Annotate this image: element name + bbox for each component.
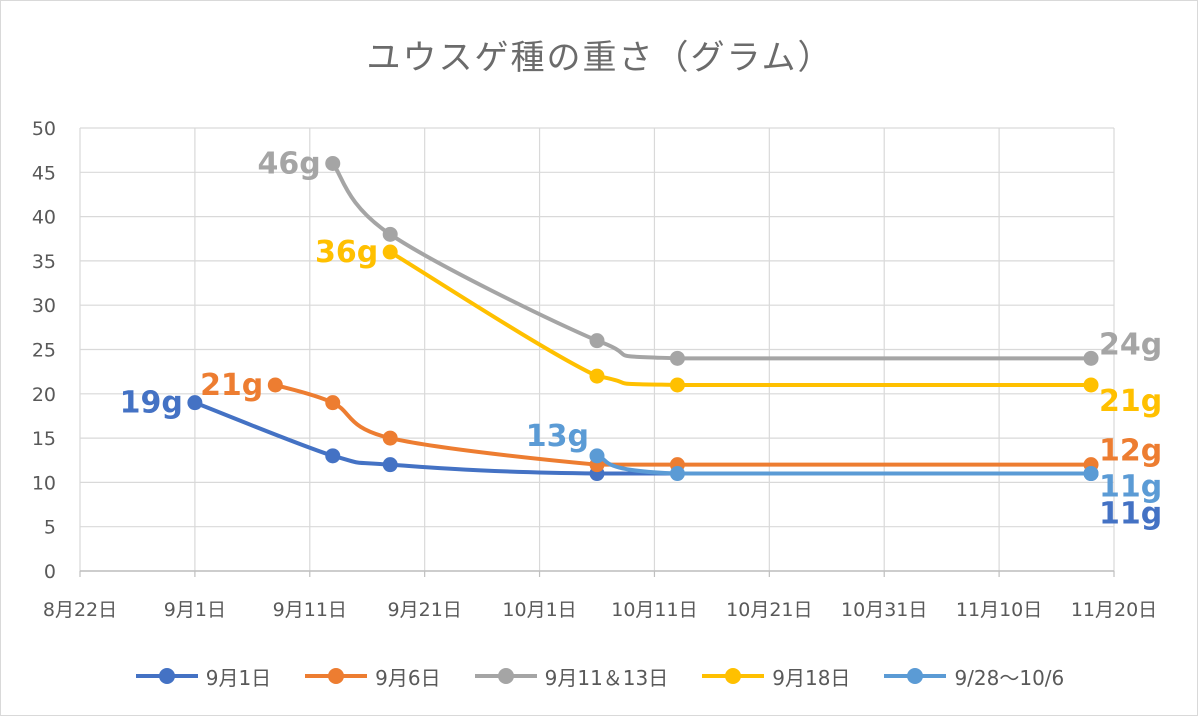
data-point bbox=[382, 430, 398, 446]
x-tick-label: 8月22日 bbox=[43, 599, 117, 621]
data-label: 24g bbox=[1099, 327, 1162, 362]
y-tick-label: 10 bbox=[32, 472, 56, 494]
chart-title: ユウスゲ種の重さ（グラム） bbox=[366, 38, 834, 78]
data-point bbox=[589, 333, 605, 349]
data-label: 46g bbox=[258, 146, 321, 181]
y-tick-label: 25 bbox=[32, 340, 56, 362]
data-point bbox=[325, 448, 341, 464]
series-line bbox=[273, 382, 1094, 467]
data-label: 19g bbox=[120, 386, 183, 421]
chart-legend: 9月1日 9月6日 9月11＆13日 9月18日 9/28〜10/6 bbox=[0, 656, 1200, 696]
data-point bbox=[669, 377, 685, 393]
legend-label: 9月11＆13日 bbox=[544, 665, 669, 690]
x-tick-label: 10月11日 bbox=[611, 599, 697, 621]
series-3 bbox=[325, 155, 1099, 366]
y-tick-label: 5 bbox=[44, 517, 56, 539]
series-4 bbox=[382, 244, 1099, 393]
x-tick-label: 9月11日 bbox=[273, 599, 347, 621]
data-point bbox=[382, 226, 398, 242]
legend-label: 9/28〜10/6 bbox=[954, 665, 1065, 690]
y-tick-label: 0 bbox=[44, 561, 56, 583]
data-label: 13g bbox=[526, 419, 589, 454]
data-point bbox=[1083, 377, 1099, 393]
legend-label: 9月18日 bbox=[772, 665, 851, 690]
y-tick-label: 15 bbox=[32, 428, 56, 450]
x-tick-label: 9月1日 bbox=[164, 599, 226, 621]
legend-item: 9月6日 bbox=[305, 662, 441, 691]
x-tick-label: 11月10日 bbox=[956, 599, 1042, 621]
data-point bbox=[382, 457, 398, 473]
y-tick-label: 45 bbox=[32, 162, 56, 184]
y-tick-label: 50 bbox=[32, 118, 56, 140]
data-label: 11g bbox=[1099, 497, 1162, 532]
legend-marker-icon bbox=[135, 666, 198, 686]
y-tick-label: 30 bbox=[32, 295, 56, 317]
data-point bbox=[325, 155, 341, 171]
data-point bbox=[1083, 466, 1099, 482]
data-point bbox=[669, 466, 685, 482]
y-tick-label: 20 bbox=[32, 384, 56, 406]
data-point bbox=[669, 350, 685, 366]
series-line bbox=[595, 453, 1094, 476]
legend-label: 9月1日 bbox=[205, 665, 272, 690]
series-5 bbox=[589, 448, 1099, 482]
legend-item: 9月1日 bbox=[135, 662, 272, 691]
legend-label: 9月6日 bbox=[375, 665, 441, 690]
data-point bbox=[187, 395, 203, 411]
data-label: 21g bbox=[1099, 384, 1162, 419]
data-point bbox=[267, 377, 283, 393]
data-point bbox=[589, 368, 605, 384]
y-tick-label: 40 bbox=[32, 207, 56, 229]
data-point bbox=[589, 448, 605, 464]
series-line bbox=[388, 250, 1094, 387]
legend-item: 9月18日 bbox=[702, 662, 850, 691]
legend-marker-icon bbox=[305, 666, 368, 686]
legend-marker-icon bbox=[474, 666, 537, 686]
data-label: 36g bbox=[315, 235, 378, 270]
data-point bbox=[1083, 350, 1099, 366]
x-tick-label: 10月31日 bbox=[841, 599, 927, 621]
gridlines bbox=[79, 127, 1115, 577]
x-tick-label: 9月21日 bbox=[388, 599, 462, 621]
legend-marker-icon bbox=[702, 666, 765, 686]
x-tick-label: 10月1日 bbox=[502, 599, 576, 621]
data-label: 21g bbox=[200, 368, 263, 403]
x-tick-label: 10月21日 bbox=[726, 599, 812, 621]
legend-item: 9/28〜10/6 bbox=[884, 662, 1064, 691]
data-label: 12g bbox=[1099, 434, 1162, 469]
x-tick-label: 11月20日 bbox=[1071, 599, 1157, 621]
data-label: 11g bbox=[1099, 470, 1162, 505]
legend-item: 9月11＆13日 bbox=[474, 662, 669, 691]
data-point bbox=[382, 244, 398, 260]
data-point bbox=[325, 395, 341, 411]
legend-marker-icon bbox=[884, 666, 947, 686]
y-tick-label: 35 bbox=[32, 251, 56, 273]
